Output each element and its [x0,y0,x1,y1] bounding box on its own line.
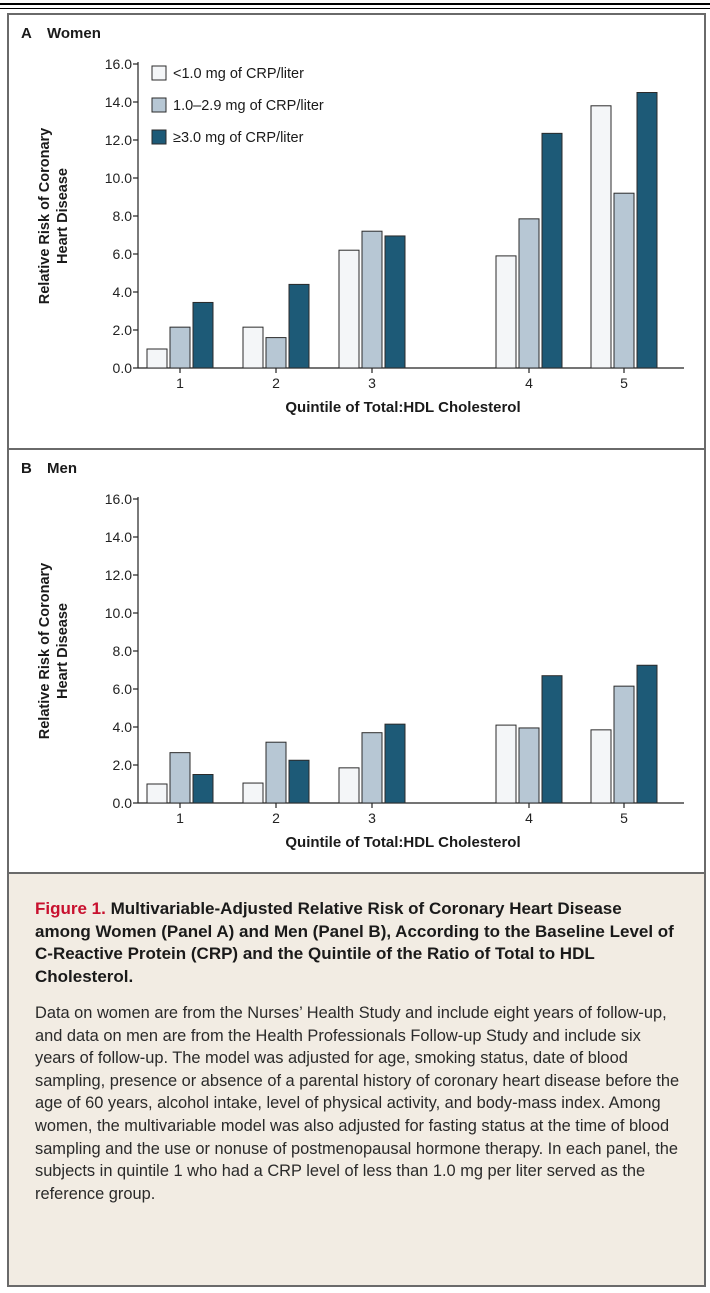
x-tick-label: 5 [620,810,628,826]
caption-body: Data on women are from the Nurses’ Healt… [35,1004,680,1203]
legend-swatch [151,97,167,113]
bar-high-q2 [288,759,310,804]
y-tick-label: 6.0 [113,246,133,262]
x-tick-label: 2 [272,375,280,391]
bar-mid-q2 [265,337,287,369]
x-tick-label: 3 [368,375,376,391]
y-tick-label: 6.0 [113,681,133,697]
y-tick-label: 2.0 [113,757,133,773]
bar-mid-q1 [169,752,191,804]
bar-mid-q3 [361,732,383,804]
x-tick-label: 1 [176,375,184,391]
bar-low-q3 [338,767,360,804]
bar-high-q1 [192,301,214,369]
bar-high-q5 [636,664,658,804]
bar-mid-q2 [265,741,287,804]
bar-mid-q1 [169,326,191,369]
y-axis-label: Heart Disease [55,168,71,264]
bar-low-q1 [146,348,168,369]
chart-women: A Women 0.0 2.0 4.0 6.0 8.0 10.0 12.0 14.0 16.0 Rel… [21,25,684,416]
bar-high-q5 [636,92,658,369]
panel-title: Men [47,460,77,477]
panel-letter: A [21,25,32,42]
y-tick-label: 10.0 [105,170,132,186]
panel-a-women: A Women 0.0 2.0 4.0 6.0 8.0 10.0 12.0 14.0 16.0 Rel… [7,13,706,450]
caption-title: Figure 1. Multivariable-Adjusted Relativ… [35,898,675,988]
caption-title-text: Multivariable-Adjusted Relative Risk of … [35,899,674,986]
panel-b-men: B Men 0.0 2.0 4.0 6.0 8.0 10.0 12.0 14.0 16.0 Relat… [7,450,706,874]
bar-high-q3 [384,235,406,369]
bar-mid-q5 [613,685,635,804]
x-tick-label: 5 [620,375,628,391]
bar-mid-q4 [518,727,540,804]
y-tick-label: 0.0 [113,360,133,376]
bar-low-q4 [495,724,517,804]
y-tick-label: 4.0 [113,284,133,300]
legend-label: 1.0–2.9 mg of CRP/liter [173,98,324,114]
legend-swatch [151,65,167,81]
bar-high-q4 [541,132,563,369]
top-rule-thin [0,8,710,9]
y-axis-label: Relative Risk of Coronary [37,128,53,304]
y-tick-label: 4.0 [113,719,133,735]
y-tick-label: 8.0 [113,208,133,224]
bar-mid-q5 [613,192,635,369]
bar-high-q4 [541,675,563,804]
y-axis-label: Heart Disease [55,603,71,699]
bar-high-q1 [192,774,214,804]
chart-men: B Men 0.0 2.0 4.0 6.0 8.0 10.0 12.0 14.0 16.0 Relat… [21,460,684,851]
y-tick-label: 2.0 [113,322,133,338]
legend-swatch [151,129,167,145]
bar-mid-q4 [518,218,540,369]
bar-low-q3 [338,249,360,369]
bar-low-q1 [146,783,168,804]
y-tick-label: 12.0 [105,567,132,583]
legend-label: ≥3.0 mg of CRP/liter [173,130,304,146]
top-rule [0,3,710,5]
y-tick-label: 14.0 [105,529,132,545]
panel-letter: B [21,460,32,477]
y-tick-label: 10.0 [105,605,132,621]
y-tick-label: 14.0 [105,94,132,110]
figure-label: Figure 1. [35,899,106,918]
y-tick-label: 16.0 [105,491,132,507]
y-tick-label: 8.0 [113,643,133,659]
x-axis-label: Quintile of Total:HDL Cholesterol [285,834,520,851]
y-tick-label: 0.0 [113,795,133,811]
x-tick-label: 2 [272,810,280,826]
x-tick-label: 1 [176,810,184,826]
bar-low-q5 [590,729,612,804]
bar-low-q4 [495,255,517,369]
figure-caption: Figure 1. Multivariable-Adjusted Relativ… [7,874,706,1287]
bar-high-q2 [288,283,310,369]
panel-title: Women [47,25,101,42]
y-tick-label: 16.0 [105,56,132,72]
bar-low-q2 [242,326,264,369]
x-tick-label: 4 [525,810,533,826]
legend-label: <1.0 mg of CRP/liter [173,66,304,82]
bar-high-q3 [384,723,406,804]
y-axis-label: Relative Risk of Coronary [37,563,53,739]
x-axis-label: Quintile of Total:HDL Cholesterol [285,399,520,416]
bar-mid-q3 [361,230,383,369]
x-tick-label: 4 [525,375,533,391]
bar-low-q2 [242,782,264,804]
x-tick-label: 3 [368,810,376,826]
y-tick-label: 12.0 [105,132,132,148]
bar-low-q5 [590,105,612,369]
